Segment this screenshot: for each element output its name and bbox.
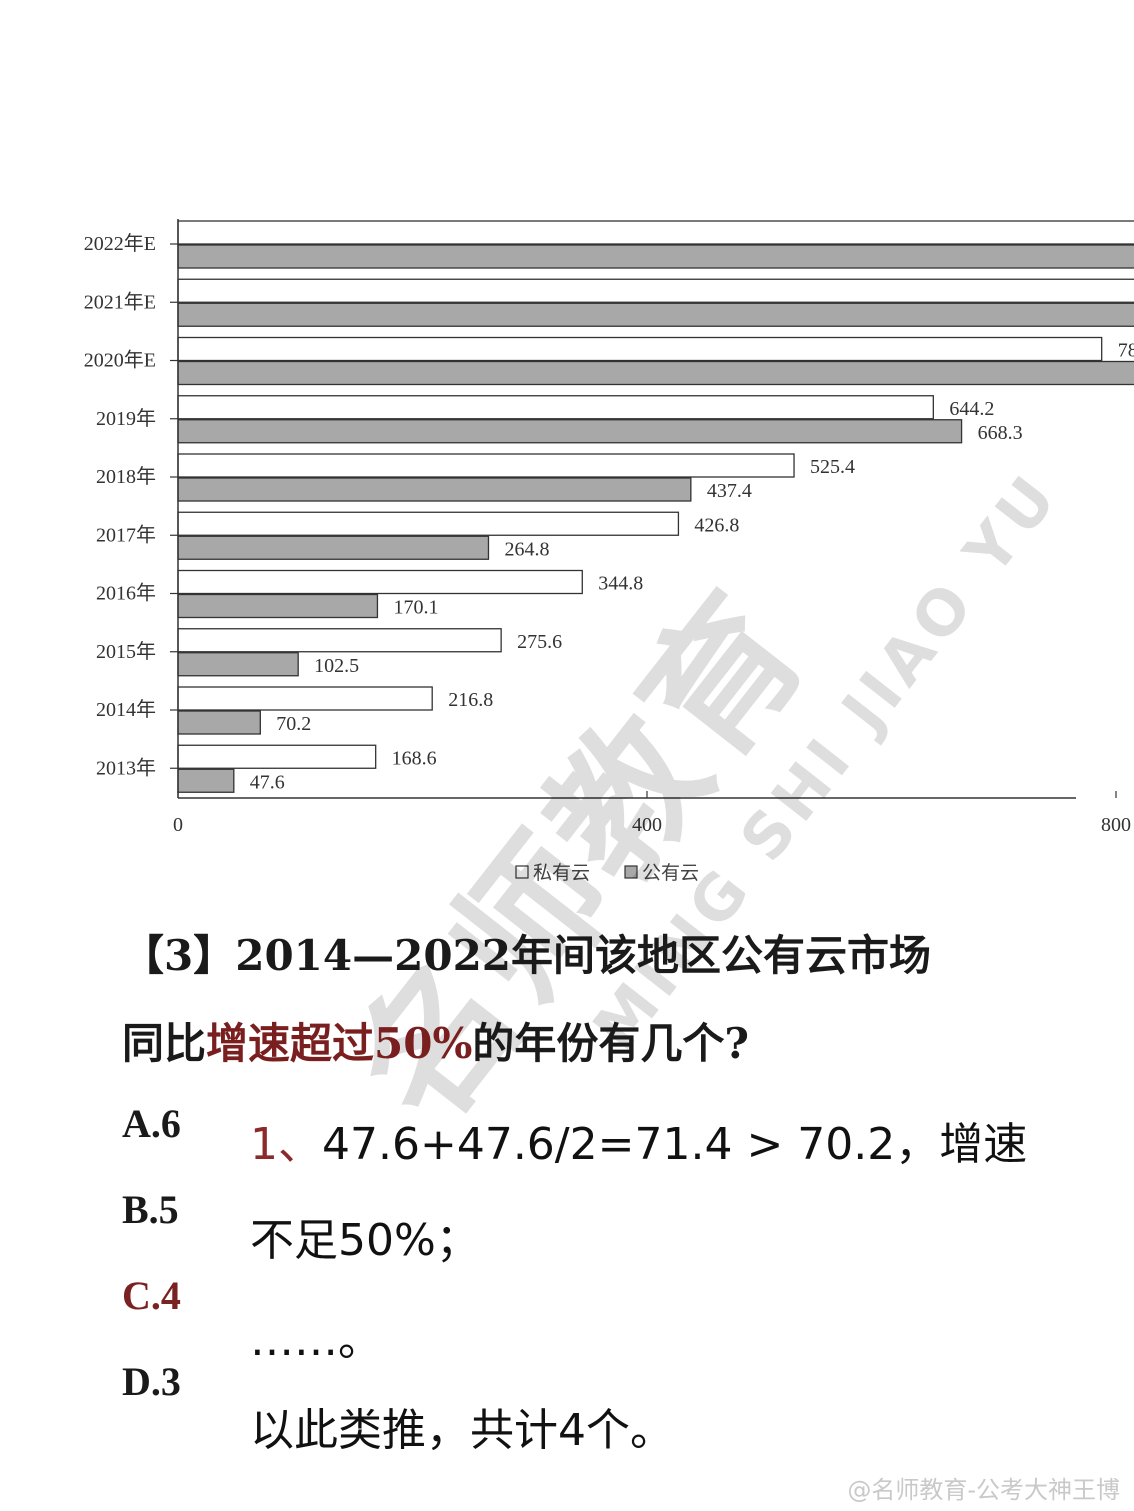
bar-private [177, 336, 1103, 362]
bars-layer: 1171.61731.3961.91297.8787.8949.6644.266… [177, 220, 1134, 793]
explanation-line-3: ……。 [250, 1315, 382, 1366]
question-line-2: 同比增速超过50%的年份有几个? [122, 1010, 1082, 1071]
bar-private [177, 744, 377, 769]
bar-private [177, 453, 795, 478]
legend: 私有云 公有云 [515, 862, 699, 884]
option-d[interactable]: D.3 [122, 1359, 181, 1404]
bar-public [177, 419, 963, 444]
bar-private [177, 686, 433, 711]
data-label: 644.2 [949, 398, 994, 420]
category-label: 2021年E [84, 290, 156, 313]
option-a[interactable]: A.6 [122, 1101, 181, 1146]
category-label: 2013年 [96, 756, 156, 779]
data-label: 344.8 [598, 573, 643, 595]
explanation-number: 1、 [250, 1119, 322, 1170]
bar-public [177, 710, 261, 735]
legend-label-private: 私有云 [533, 862, 590, 884]
bar-public [177, 244, 1134, 269]
data-label: 426.8 [694, 514, 739, 536]
bar-public [177, 768, 235, 793]
category-label: 2017年 [96, 523, 156, 546]
x-tick-label: 400 [632, 814, 662, 836]
explanation-text-1: 47.6+47.6/2=71.4 > 70.2，增速 [322, 1119, 1028, 1170]
category-label: 2019年 [96, 407, 156, 430]
footer-credit: @名师教育-公考大神王博 [847, 1476, 1120, 1504]
category-label: 2020年E [84, 349, 156, 372]
legend-swatch-private [515, 865, 529, 879]
bar-public [177, 302, 1134, 327]
data-label: 437.4 [707, 480, 752, 502]
category-label: 2018年 [96, 465, 156, 488]
bar-private [177, 628, 502, 653]
question-suffix: 的年份有几个? [472, 1019, 749, 1068]
data-label: 275.6 [517, 631, 562, 653]
bar-public [177, 593, 379, 619]
category-label: 2015年 [96, 640, 156, 663]
legend-label-public: 公有云 [642, 862, 699, 884]
category-label: 2016年 [96, 582, 156, 605]
explanation-line-4: 以此类推，共计4个。 [250, 1405, 674, 1456]
explanation-line-2: 不足50%； [250, 1215, 480, 1266]
category-label: 2014年 [96, 698, 156, 721]
data-label: 787.8 [1118, 340, 1134, 362]
question-prefix: 同比 [122, 1019, 207, 1068]
option-c[interactable]: C.4 [122, 1273, 181, 1318]
bar-private [177, 278, 1134, 303]
data-label: 264.8 [504, 538, 549, 560]
bar-chart: 1171.61731.3961.91297.8787.8949.6644.266… [84, 219, 1134, 884]
question-highlight: 增速超过50% [206, 1019, 473, 1068]
axes-layer: 2022年E 2021年E 2020年E 2019年 2018年 2017年 2016年 20… [84, 219, 1131, 836]
option-b[interactable]: B.5 [122, 1187, 179, 1232]
data-label: 102.5 [314, 655, 359, 677]
bar-public [177, 535, 490, 560]
data-label: 170.1 [393, 597, 438, 619]
bar-private [177, 395, 934, 420]
data-label: 70.2 [276, 713, 311, 735]
bar-public [177, 652, 299, 677]
data-label: 168.6 [392, 747, 437, 769]
bar-private [177, 569, 583, 595]
x-tick-label: 0 [173, 814, 183, 836]
data-label: 668.3 [978, 422, 1023, 444]
legend-swatch-public [624, 865, 638, 879]
category-label: 2022年E [84, 232, 156, 255]
question-line-1: 【3】2014—2022年间该地区公有云市场 [122, 931, 932, 980]
data-label: 216.8 [448, 689, 493, 711]
x-tick-label: 800 [1101, 814, 1131, 836]
bar-private [177, 511, 680, 536]
bar-public [177, 360, 1134, 386]
data-label: 47.6 [250, 771, 285, 793]
data-label: 525.4 [810, 456, 855, 478]
bar-private [177, 220, 1134, 245]
explanation-line-1: 1、47.6+47.6/2=71.4 > 70.2，增速 [250, 1108, 1027, 1172]
bar-public [177, 477, 692, 502]
